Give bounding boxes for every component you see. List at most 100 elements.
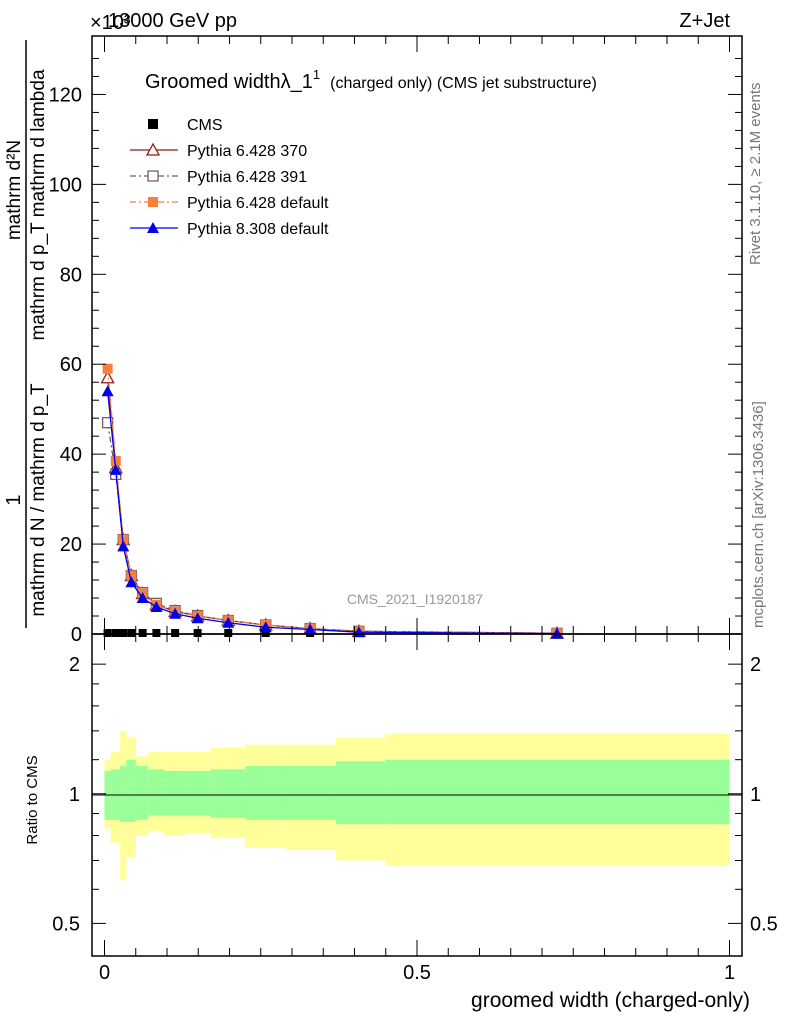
main-y-axis-label: 1 mathrm d N / mathrm d p_T mathrm d²N m… bbox=[3, 40, 49, 628]
data-point bbox=[261, 629, 270, 637]
header-energy: 13000 GeV pp bbox=[108, 10, 237, 32]
data-point bbox=[117, 540, 130, 552]
data-point bbox=[152, 629, 161, 637]
legend: CMS Pythia 6.428 370 Pythia 6.428 391 Pythi… bbox=[130, 117, 329, 238]
data-point bbox=[126, 570, 137, 581]
tick-label: 120 bbox=[49, 84, 82, 106]
series-line bbox=[106, 377, 558, 634]
ratio-uncertainty-bands bbox=[104, 730, 730, 881]
data-point bbox=[136, 592, 149, 604]
ratio-green-band-bin bbox=[210, 769, 246, 818]
tick-label: 0 bbox=[99, 962, 110, 984]
data-point bbox=[551, 627, 563, 639]
ratio-green-band-bin bbox=[285, 766, 336, 820]
main-ylabel-left-numerator: 1 bbox=[3, 494, 25, 505]
plot-title: Groomed widthλ_11 (charged only) (CMS jet… bbox=[145, 67, 597, 93]
plot-title-sup: 1 bbox=[313, 67, 320, 82]
ratio-green-band-bin bbox=[148, 769, 164, 816]
ratio-green-band-bin bbox=[335, 761, 386, 825]
series-pythia-6-428-370 bbox=[100, 370, 565, 639]
tick-label: 60 bbox=[60, 354, 82, 376]
tick-label: 2 bbox=[69, 654, 80, 676]
analysis-watermark: CMS_2021_I1920187 bbox=[347, 591, 483, 607]
data-point bbox=[193, 629, 202, 637]
data-point bbox=[103, 629, 112, 637]
header-process: Z+Jet bbox=[679, 10, 730, 32]
legend-label: Pythia 6.428 default bbox=[187, 195, 329, 212]
series-layer bbox=[100, 363, 565, 639]
legend-marker bbox=[147, 222, 159, 233]
tick-label: 0.5 bbox=[403, 962, 431, 984]
legend-item: Pythia 6.428 391 bbox=[130, 169, 307, 186]
legend-label: Pythia 6.428 391 bbox=[187, 169, 307, 186]
data-point bbox=[222, 616, 235, 628]
legend-item: CMS bbox=[148, 117, 223, 134]
data-point bbox=[304, 623, 317, 635]
tick-label: 1 bbox=[69, 784, 80, 806]
tick-label: 1 bbox=[724, 962, 735, 984]
series-line bbox=[106, 422, 558, 634]
ratio-y-axis-label: Ratio to CMS bbox=[24, 755, 41, 844]
tick-label: 2 bbox=[750, 654, 761, 676]
legend-marker bbox=[148, 197, 158, 207]
tick-label: 1 bbox=[750, 784, 761, 806]
plot-title-main: Groomed widthλ_1 bbox=[145, 71, 313, 93]
data-point bbox=[110, 455, 121, 466]
rivet-label: Rivet 3.1.10, ≥ 2.1M events bbox=[747, 83, 764, 266]
tick-label: 0.5 bbox=[750, 913, 778, 935]
data-point bbox=[224, 629, 233, 637]
ratio-green-band-bin bbox=[245, 766, 286, 820]
data-point bbox=[100, 370, 115, 384]
tick-label: 0 bbox=[71, 624, 82, 646]
data-point bbox=[127, 629, 136, 637]
data-point bbox=[102, 363, 113, 374]
data-point bbox=[109, 463, 122, 475]
legend-label: Pythia 6.428 370 bbox=[187, 143, 307, 160]
tick-label: 100 bbox=[49, 174, 82, 196]
data-point bbox=[259, 621, 272, 633]
ratio-green-band-bin bbox=[163, 770, 186, 816]
data-point bbox=[118, 534, 129, 545]
main-ylabel-denominator: mathrm d p_T mathrm d lambda bbox=[28, 69, 49, 340]
data-point bbox=[125, 576, 138, 588]
data-point bbox=[111, 629, 120, 637]
header-exponent: ×10³ bbox=[90, 12, 131, 34]
data-point bbox=[150, 601, 163, 613]
data-point bbox=[101, 417, 114, 429]
main-ylabel-left-denominator: mathrm d N / mathrm d p_T bbox=[28, 383, 49, 617]
legend-item: Pythia 8.308 default bbox=[130, 221, 329, 238]
tick-label: 80 bbox=[60, 264, 82, 286]
legend-label: CMS bbox=[187, 117, 223, 134]
ratio-green-band-bin bbox=[185, 770, 211, 816]
legend-marker bbox=[145, 142, 161, 156]
data-point bbox=[119, 629, 128, 637]
ratio-green-band-bin bbox=[135, 766, 149, 820]
data-point bbox=[169, 607, 182, 619]
series-pythia-6-428-391 bbox=[101, 417, 563, 639]
data-point bbox=[138, 629, 147, 637]
series-line bbox=[106, 391, 558, 635]
legend-marker bbox=[147, 170, 159, 182]
plot-title-sub: (charged only) (CMS jet substructure) bbox=[330, 75, 597, 92]
svg-text:Groomed widthλ_11(charged only: Groomed widthλ_11 (charged only) (CMS jet… bbox=[145, 67, 597, 93]
ticks-layer: 0 20 40 60 80 100 120 0 0.5 1 0.5 0.5 1 1 2 2 bbox=[49, 36, 778, 984]
tick-label: 0.5 bbox=[52, 913, 80, 935]
ratio-green-band-bin bbox=[126, 759, 136, 822]
series-line bbox=[106, 368, 558, 634]
series-pythia-8-308-default bbox=[101, 385, 563, 639]
series-pythia-6-428-default bbox=[102, 363, 562, 639]
legend-item: Pythia 6.428 370 bbox=[130, 142, 307, 160]
legend-item: Pythia 6.428 default bbox=[130, 195, 329, 212]
ratio-green-band-bin bbox=[385, 759, 730, 825]
data-point bbox=[101, 385, 114, 397]
legend-label: Pythia 8.308 default bbox=[187, 221, 329, 238]
x-axis-label: groomed width (charged-only) bbox=[471, 989, 750, 1012]
mcplots-label: mcplots.cern.ch [arXiv:1306.3436] bbox=[750, 401, 767, 628]
ratio-green-band-bin bbox=[120, 766, 127, 822]
tick-label: 20 bbox=[60, 534, 82, 556]
tick-label: 40 bbox=[60, 444, 82, 466]
legend-marker bbox=[148, 119, 158, 129]
data-point bbox=[191, 612, 204, 624]
main-ylabel-numerator: mathrm d²N bbox=[4, 140, 25, 240]
